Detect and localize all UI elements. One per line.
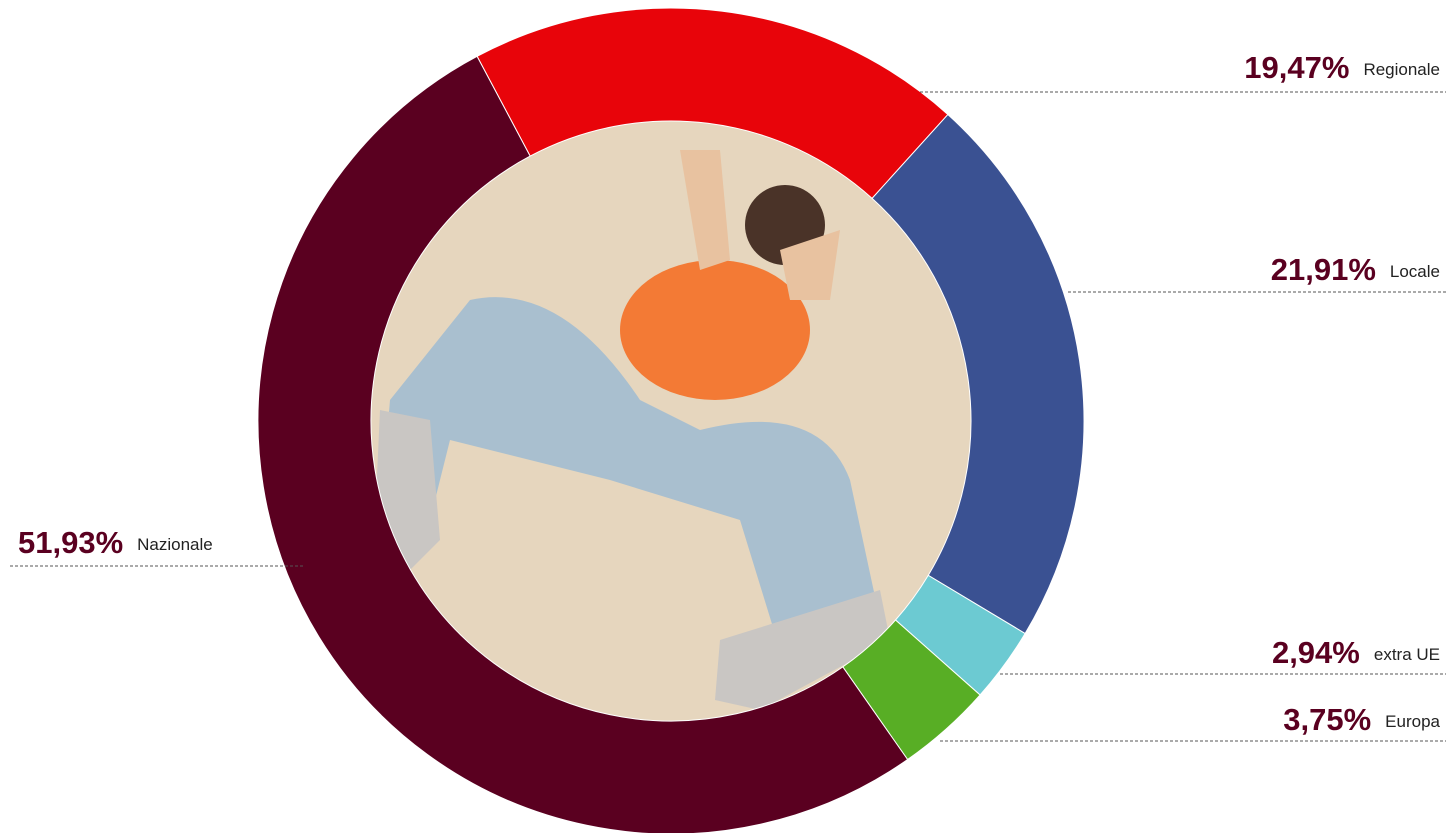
donut-segment (871, 113, 1085, 635)
donut-segment (476, 7, 949, 200)
donut-segment (257, 55, 909, 833)
value-label: 21,91% (1271, 252, 1376, 287)
category-label: Regionale (1363, 60, 1440, 79)
category-label: extra UE (1374, 645, 1440, 664)
value-label: 51,93% (18, 525, 123, 560)
value-label: 19,47% (1244, 50, 1349, 85)
category-label: Locale (1390, 262, 1440, 281)
center-photo (371, 121, 971, 721)
value-label: 3,75% (1283, 702, 1371, 737)
category-label: Europa (1385, 712, 1440, 731)
value-label: 2,94% (1272, 635, 1360, 670)
category-label: Nazionale (137, 535, 213, 554)
